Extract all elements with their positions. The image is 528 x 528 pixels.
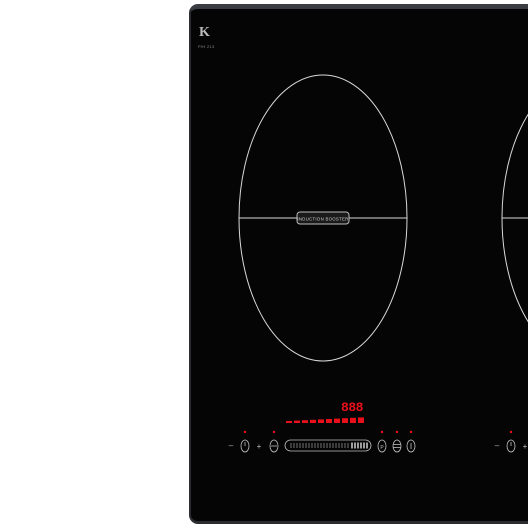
- plus-button[interactable]: +: [257, 442, 262, 451]
- control-row-left: – +: [229, 439, 416, 453]
- power-level-indicator: [286, 417, 364, 423]
- booster-badge: INDUCTION BOOSTER: [296, 211, 350, 225]
- power-button[interactable]: [240, 439, 250, 453]
- minus-button[interactable]: –: [229, 441, 234, 450]
- right-power-button[interactable]: [506, 439, 516, 453]
- booster-badge-label: INDUCTION BOOSTER: [297, 217, 348, 222]
- induction-cooktop-panel: K PIH 213 INDUCTION BOOSTER 888: [189, 4, 528, 524]
- svg-text:888: 888: [341, 400, 364, 415]
- right-plus-button[interactable]: +: [523, 442, 528, 451]
- digital-readout: 888: [341, 400, 364, 415]
- control-row-right: – +: [495, 439, 528, 453]
- pause-button[interactable]: P: [377, 439, 387, 453]
- model-label: PIH 213: [198, 44, 215, 49]
- keep-warm-button[interactable]: [392, 439, 402, 453]
- status-dots: [243, 430, 513, 434]
- power-slider[interactable]: [284, 439, 372, 452]
- cooktop-surface: INDUCTION BOOSTER 888: [229, 74, 528, 453]
- right-minus-button[interactable]: –: [495, 441, 500, 450]
- cooking-zone-left[interactable]: [238, 74, 408, 362]
- timer-button[interactable]: [269, 439, 279, 453]
- cooking-zone-right[interactable]: [501, 75, 528, 361]
- brand-logo: K: [199, 25, 210, 40]
- svg-text:P: P: [380, 445, 384, 451]
- lock-button[interactable]: [406, 439, 416, 453]
